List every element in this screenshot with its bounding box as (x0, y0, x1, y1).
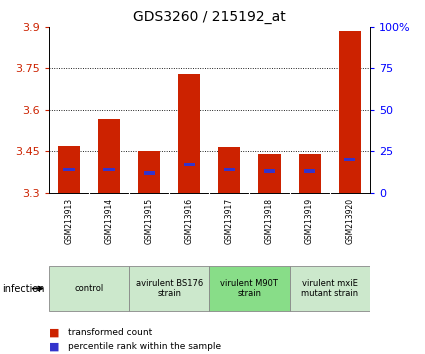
Text: GSM213914: GSM213914 (105, 198, 113, 244)
Bar (218, 147, 241, 193)
Bar (129, 266, 209, 311)
Bar (138, 151, 160, 193)
Text: control: control (74, 284, 104, 293)
Text: virulent M90T
strain: virulent M90T strain (221, 279, 278, 298)
Bar (144, 171, 155, 175)
Text: virulent mxiE
mutant strain: virulent mxiE mutant strain (301, 279, 358, 298)
Text: GSM213919: GSM213919 (305, 198, 314, 244)
Bar (258, 154, 280, 193)
Text: infection: infection (2, 284, 45, 293)
Bar (58, 146, 80, 193)
Bar (289, 266, 370, 311)
Bar (49, 266, 129, 311)
Text: GSM213917: GSM213917 (225, 198, 234, 244)
Text: GSM213915: GSM213915 (144, 198, 154, 244)
Bar (298, 154, 320, 193)
Bar (209, 266, 289, 311)
Title: GDS3260 / 215192_at: GDS3260 / 215192_at (133, 10, 286, 24)
Text: ■: ■ (49, 328, 60, 338)
Text: avirulent BS176
strain: avirulent BS176 strain (136, 279, 203, 298)
Bar (339, 31, 361, 193)
Bar (63, 168, 74, 171)
Text: transformed count: transformed count (68, 328, 152, 337)
Text: ■: ■ (49, 342, 60, 352)
Text: GSM213918: GSM213918 (265, 198, 274, 244)
Bar (184, 163, 195, 166)
Bar (304, 170, 315, 173)
Text: percentile rank within the sample: percentile rank within the sample (68, 342, 221, 352)
Bar (224, 168, 235, 171)
Text: GSM213916: GSM213916 (185, 198, 194, 244)
Bar (344, 158, 355, 161)
Bar (264, 170, 275, 173)
Bar (103, 168, 115, 171)
Text: GSM213920: GSM213920 (345, 198, 354, 244)
Text: GSM213913: GSM213913 (65, 198, 74, 244)
Bar (98, 119, 120, 193)
Bar (178, 74, 200, 193)
